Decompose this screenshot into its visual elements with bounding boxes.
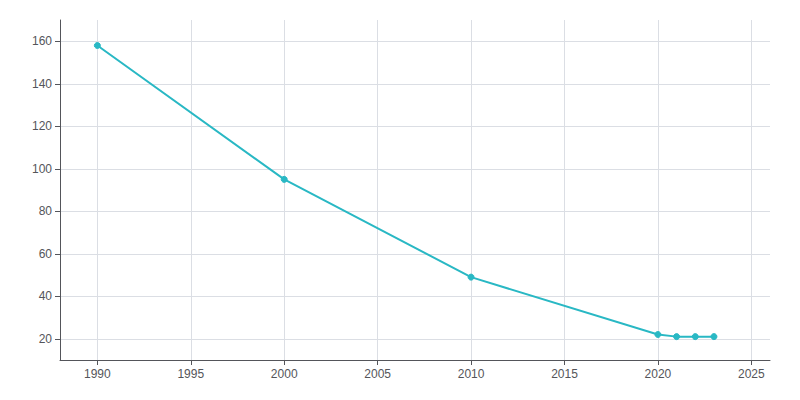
- svg-text:2005: 2005: [364, 367, 391, 381]
- svg-text:60: 60: [39, 247, 53, 261]
- svg-text:1995: 1995: [177, 367, 204, 381]
- svg-text:2000: 2000: [271, 367, 298, 381]
- svg-text:40: 40: [39, 289, 53, 303]
- svg-text:20: 20: [39, 332, 53, 346]
- svg-text:160: 160: [32, 34, 52, 48]
- svg-text:2020: 2020: [645, 367, 672, 381]
- svg-text:1990: 1990: [84, 367, 111, 381]
- svg-text:100: 100: [32, 162, 52, 176]
- svg-text:120: 120: [32, 119, 52, 133]
- svg-text:2010: 2010: [458, 367, 485, 381]
- svg-text:2025: 2025: [738, 367, 765, 381]
- svg-text:80: 80: [39, 204, 53, 218]
- svg-text:2015: 2015: [551, 367, 578, 381]
- svg-text:140: 140: [32, 77, 52, 91]
